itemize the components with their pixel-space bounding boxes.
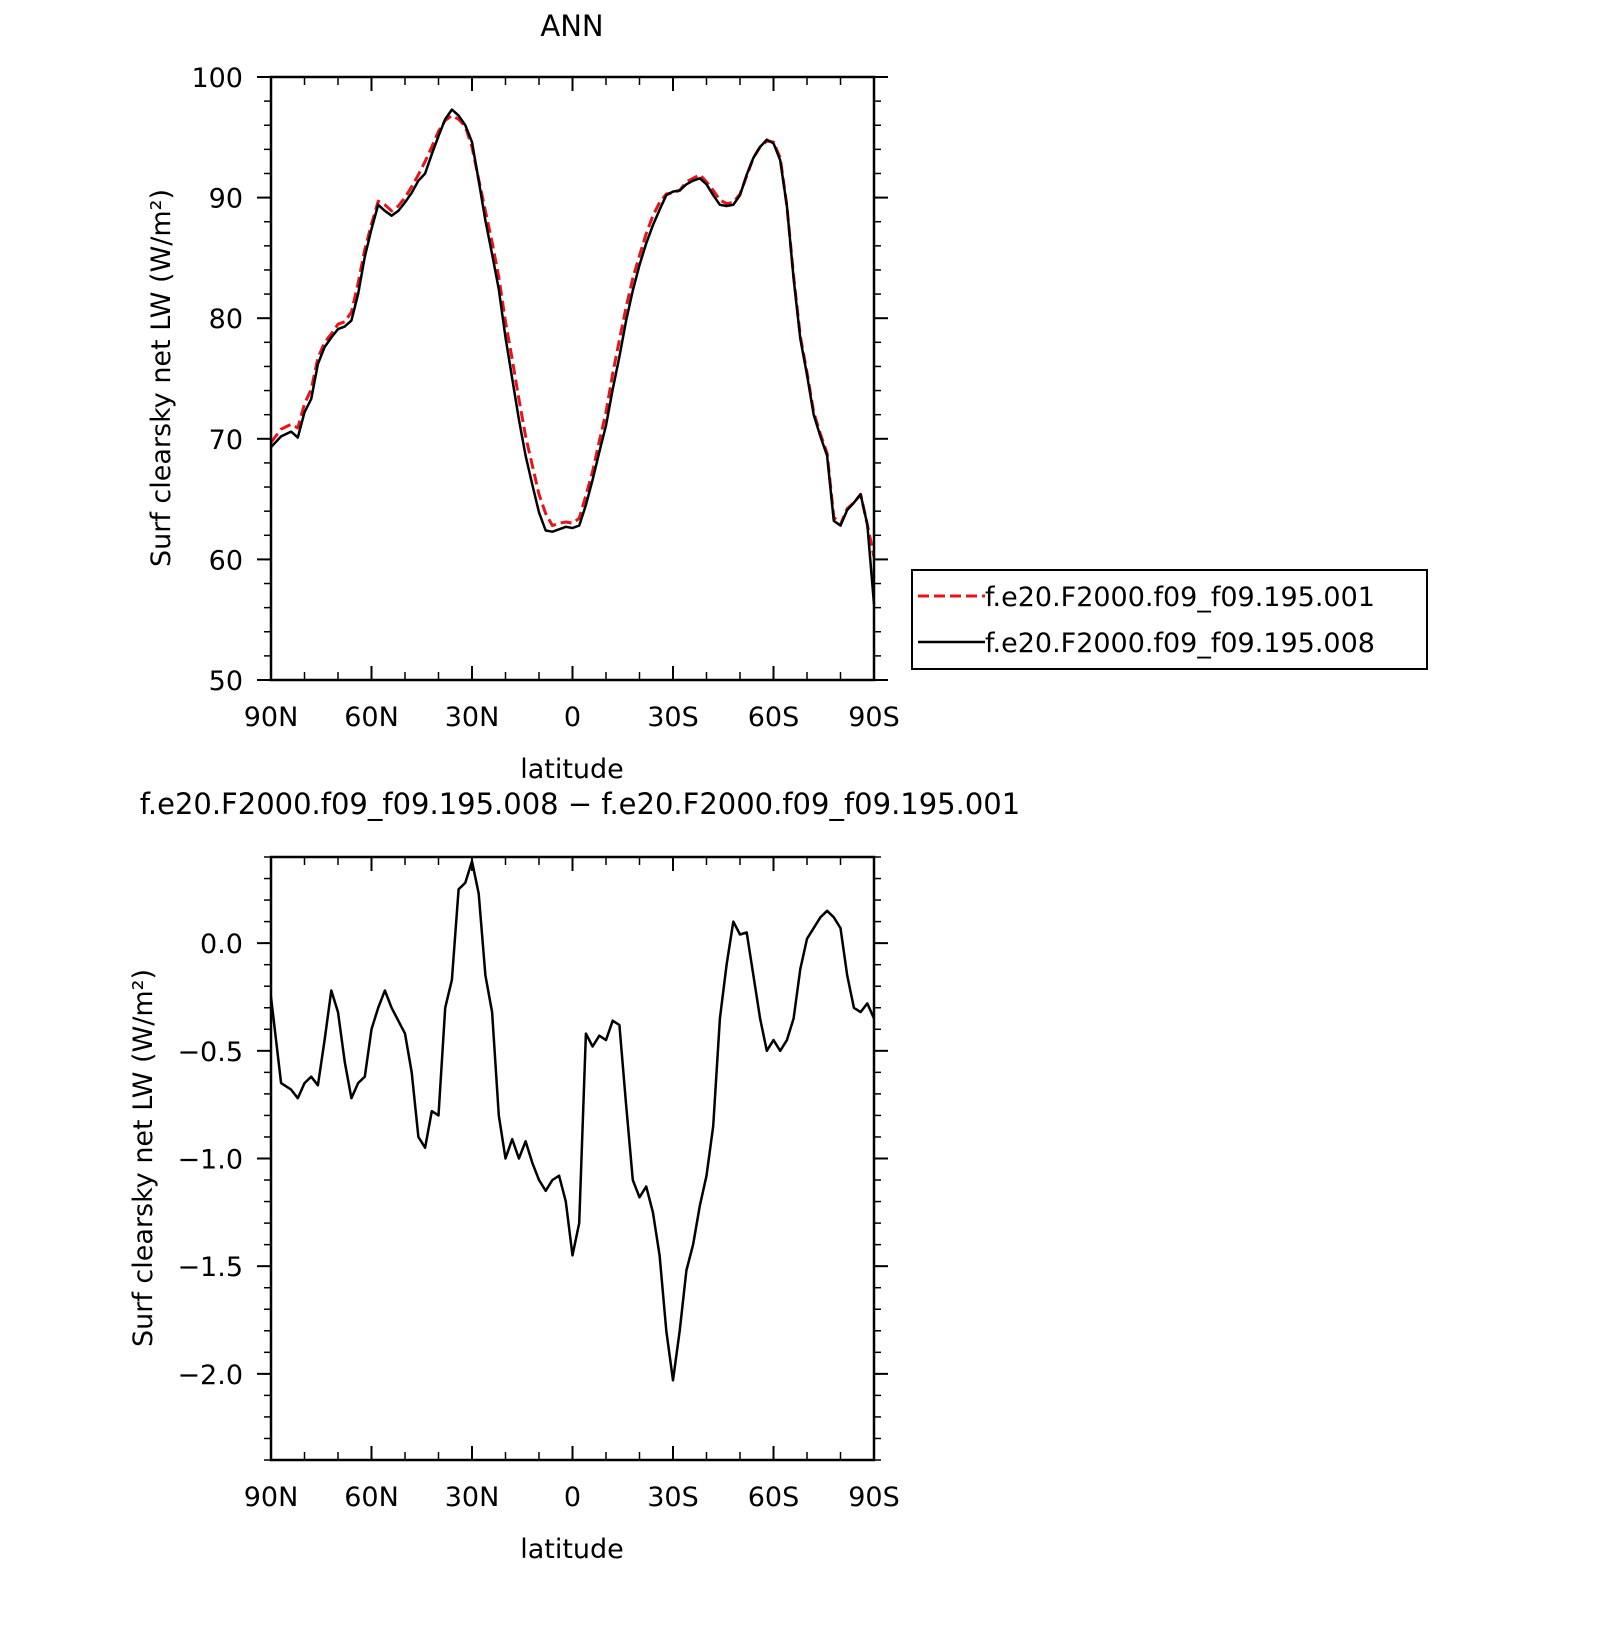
legend-label-series-2: f.e20.F2000.f09_f09.195.008: [985, 628, 1375, 659]
x-tick-label: 60N: [344, 1482, 399, 1513]
x-tick-label: 30S: [647, 1482, 699, 1513]
bottom-panel-series: [269, 860, 876, 1382]
top-panel-frame: [269, 75, 876, 682]
x-tick-label: 30S: [647, 702, 699, 733]
x-tick-label: 90N: [244, 702, 299, 733]
x-tick-label: 90N: [244, 1482, 299, 1513]
x-tick-label: 90S: [848, 1482, 900, 1513]
top-panel-series: [269, 108, 876, 605]
legend-label-series-1: f.e20.F2000.f09_f09.195.001: [985, 582, 1375, 613]
top-panel-y-axis-label: Surf clearsky net LW (W/m²): [146, 189, 177, 567]
series-line-2: [270, 108, 876, 605]
y-tick-label: 0.0: [200, 929, 243, 960]
legend: f.e20.F2000.f09_f09.195.001 f.e20.F2000.…: [911, 569, 1428, 670]
series-line-1: [269, 860, 876, 1382]
y-tick-label: −1.0: [177, 1145, 243, 1176]
legend-box: [911, 569, 1428, 670]
y-tick-label: 80: [209, 304, 243, 335]
x-tick-label: 90S: [848, 702, 900, 733]
y-tick-label: 100: [191, 63, 243, 94]
top-panel-title: ANN: [540, 9, 603, 43]
x-tick-label: 60S: [748, 1482, 800, 1513]
y-tick-label: −2.0: [177, 1360, 243, 1391]
bottom-panel-x-axis-label: latitude: [520, 1534, 624, 1565]
y-tick-label: 90: [209, 184, 243, 215]
bottom-panel-ticks: 90N 60N 30N 0 30S 60S 90S 0.0 −0.5 −1.0 −1.5 −2.0: [177, 856, 900, 1513]
y-tick-label: −0.5: [177, 1037, 243, 1068]
x-tick-label: 30N: [445, 1482, 500, 1513]
top-panel-x-axis-label: latitude: [520, 754, 624, 785]
x-tick-label: 30N: [445, 702, 500, 733]
top-panel-ticks: 90N 60N 30N 0 30S 60S 90S 50 60 70 80 90 100: [191, 63, 899, 733]
top-panel: ANN Surf clearsky net LW (W/m²) latitude…: [146, 9, 900, 785]
bottom-panel-frame: [269, 855, 876, 1462]
x-tick-label: 0: [564, 1482, 581, 1513]
bottom-panel-y-axis-label: Surf clearsky net LW (W/m²): [128, 969, 159, 1347]
bottom-panel-title: f.e20.F2000.f09_f09.195.008 − f.e20.F200…: [140, 787, 1020, 821]
x-tick-label: 60S: [748, 702, 800, 733]
y-tick-label: 50: [209, 666, 243, 697]
x-tick-label: 0: [564, 702, 581, 733]
y-tick-label: −1.5: [177, 1252, 243, 1283]
bottom-panel: f.e20.F2000.f09_f09.195.008 − f.e20.F200…: [128, 787, 1020, 1565]
y-tick-label: 60: [209, 545, 243, 576]
y-tick-label: 70: [209, 425, 243, 456]
x-tick-label: 60N: [344, 702, 399, 733]
